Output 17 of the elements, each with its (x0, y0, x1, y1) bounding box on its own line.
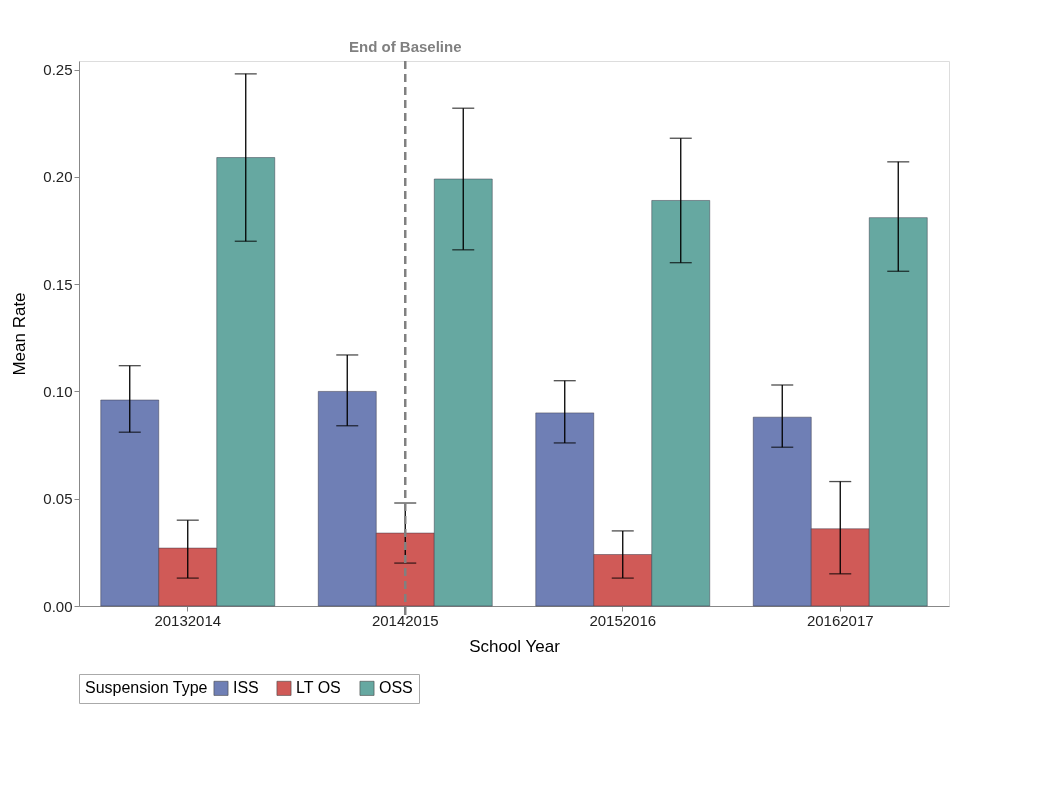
x-tick-label: 20152016 (589, 611, 657, 629)
x-tick-label: 20162017 (806, 611, 874, 629)
y-tick-label: 0.15 (43, 275, 73, 293)
legend-label: OSS (379, 679, 413, 697)
y-tick-label: 0.20 (43, 168, 73, 186)
legend-label: LT OS (296, 679, 341, 697)
y-tick-label: 0.00 (43, 597, 73, 615)
legend-label: ISS (233, 679, 259, 697)
y-tick-label: 0.10 (43, 382, 73, 400)
x-tick-label: 20132014 (154, 611, 222, 629)
x-axis-title: School Year (469, 636, 561, 656)
legend-title: Suspension Type (85, 679, 208, 696)
y-tick-label: 0.05 (43, 490, 73, 508)
ref-line-label: End of Baseline (348, 38, 462, 55)
x-tick-label: 20142015 (371, 611, 439, 629)
y-tick-label: 0.25 (43, 61, 73, 79)
y-axis-title: Mean Rate (10, 292, 30, 376)
